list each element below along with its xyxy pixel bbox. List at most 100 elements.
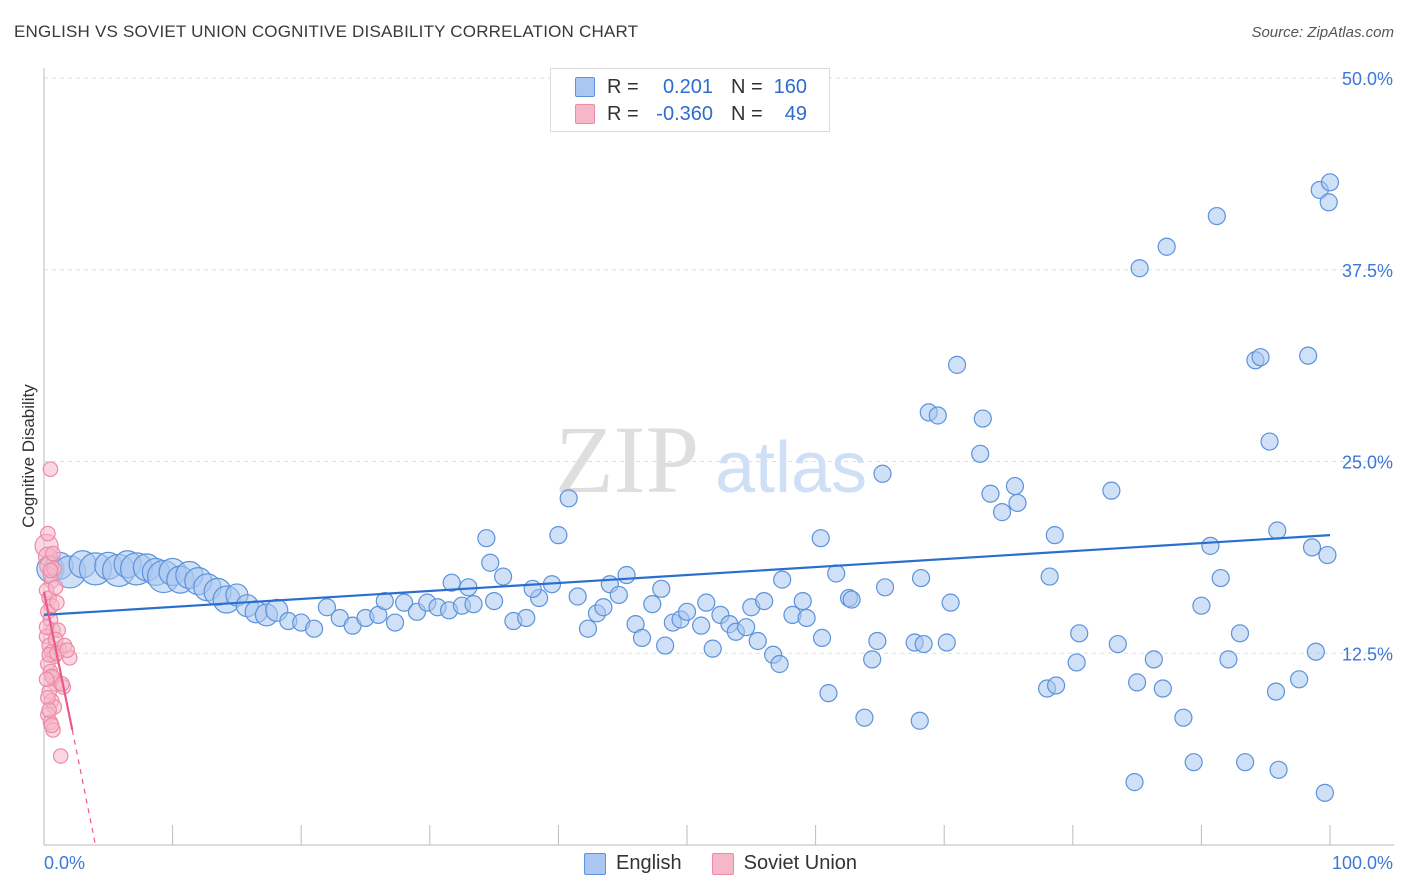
english-point — [1192, 596, 1211, 615]
english-point — [914, 634, 933, 654]
english-point — [1251, 348, 1270, 367]
legend-label-english: English — [616, 852, 682, 874]
legend-n-value-english: 160 — [773, 75, 807, 98]
english-point — [1005, 476, 1025, 496]
english-point — [1236, 753, 1255, 772]
english-point — [609, 585, 628, 605]
legend-item-english[interactable]: English — [584, 852, 682, 875]
watermark-atlas: atlas — [715, 428, 867, 508]
english-point — [1144, 650, 1163, 669]
soviet-point — [59, 642, 75, 659]
english-point — [568, 587, 587, 606]
english-point — [937, 633, 956, 652]
english-point — [677, 602, 697, 621]
english-point — [812, 628, 832, 648]
x-tick-label: 100.0% — [1332, 853, 1393, 873]
soviet-point — [40, 525, 56, 542]
english-point — [549, 526, 568, 545]
english-point — [517, 608, 536, 628]
english-point — [911, 568, 931, 588]
english-point — [1269, 760, 1288, 779]
english-point — [317, 598, 337, 617]
english-point — [1302, 538, 1322, 557]
english-point — [1211, 568, 1230, 588]
english-point — [1260, 432, 1279, 451]
english-point — [1290, 670, 1309, 689]
english-point — [863, 650, 882, 669]
tick-labels: 12.5% 25.0% 37.5% 50.0% 0.0% 100.0% — [44, 69, 1393, 873]
english-point — [385, 613, 405, 632]
soviet-point — [45, 545, 61, 562]
english-point — [793, 591, 812, 611]
english-point — [1268, 521, 1287, 540]
soviet-point — [47, 579, 64, 596]
english-point — [643, 595, 662, 614]
english-point — [1070, 624, 1089, 643]
trendlines — [42, 534, 1331, 846]
english-point — [1153, 679, 1172, 698]
soviet-point — [43, 717, 60, 734]
english-point — [773, 570, 792, 589]
english-point — [477, 529, 496, 548]
english-point — [971, 444, 990, 463]
english-point — [737, 618, 756, 637]
english-point — [304, 619, 324, 638]
soviet-point — [38, 671, 55, 688]
english-point — [442, 573, 461, 592]
english-point — [1008, 493, 1027, 513]
y-tick-label: 25.0% — [1342, 453, 1393, 473]
english-point — [1067, 653, 1086, 672]
soviet-point — [41, 702, 57, 718]
english-point — [827, 564, 846, 583]
english-point — [1201, 536, 1220, 555]
english-point — [868, 631, 887, 651]
legend-item-soviet[interactable]: Soviet Union — [711, 852, 857, 875]
english-point — [819, 684, 838, 703]
english-point — [692, 616, 711, 635]
english-point — [697, 593, 716, 612]
x-tick-label: 0.0% — [44, 853, 85, 873]
english-point — [947, 355, 967, 374]
english-point — [1306, 642, 1325, 661]
english-point — [1207, 206, 1226, 226]
english-point — [1157, 237, 1176, 256]
english-point — [797, 608, 816, 628]
english-point — [928, 406, 947, 425]
english-point — [873, 464, 892, 483]
english-point — [1174, 708, 1193, 727]
english-point — [1320, 173, 1340, 192]
english-point — [910, 711, 929, 730]
english-point — [375, 591, 394, 611]
english-point — [1315, 783, 1334, 802]
soviet-point — [42, 461, 59, 477]
y-tick-label: 12.5% — [1342, 644, 1393, 664]
legend-n-label: N = — [731, 75, 763, 98]
legend-row-soviet: R = -0.360 N = 49 — [575, 102, 807, 126]
english-point — [594, 598, 613, 617]
english-point — [394, 593, 414, 612]
english-point — [1102, 481, 1121, 500]
english-point — [941, 593, 960, 612]
english-point — [1299, 346, 1318, 365]
legend-n-label: N = — [731, 102, 763, 125]
series-legend: English Soviet Union — [584, 852, 887, 875]
legend-r-label: R = — [607, 102, 639, 125]
english-point — [485, 591, 504, 611]
english-point — [1040, 567, 1059, 586]
english-point — [1046, 676, 1066, 695]
english-point — [875, 578, 895, 597]
axes — [43, 68, 1394, 846]
english-point — [1219, 650, 1238, 669]
english-point — [703, 639, 722, 658]
english-point — [770, 654, 789, 674]
legend-r-label: R = — [607, 75, 639, 98]
english-point — [1127, 673, 1147, 692]
english-point — [855, 708, 874, 727]
soviet-trendline-extension — [71, 729, 97, 846]
soviet-point — [49, 594, 65, 611]
english-point — [1130, 259, 1149, 278]
source-label: Source: ZipAtlas.com — [1251, 24, 1394, 41]
y-axis-label: Cognitive Disability — [19, 384, 38, 528]
english-point — [1125, 773, 1144, 792]
